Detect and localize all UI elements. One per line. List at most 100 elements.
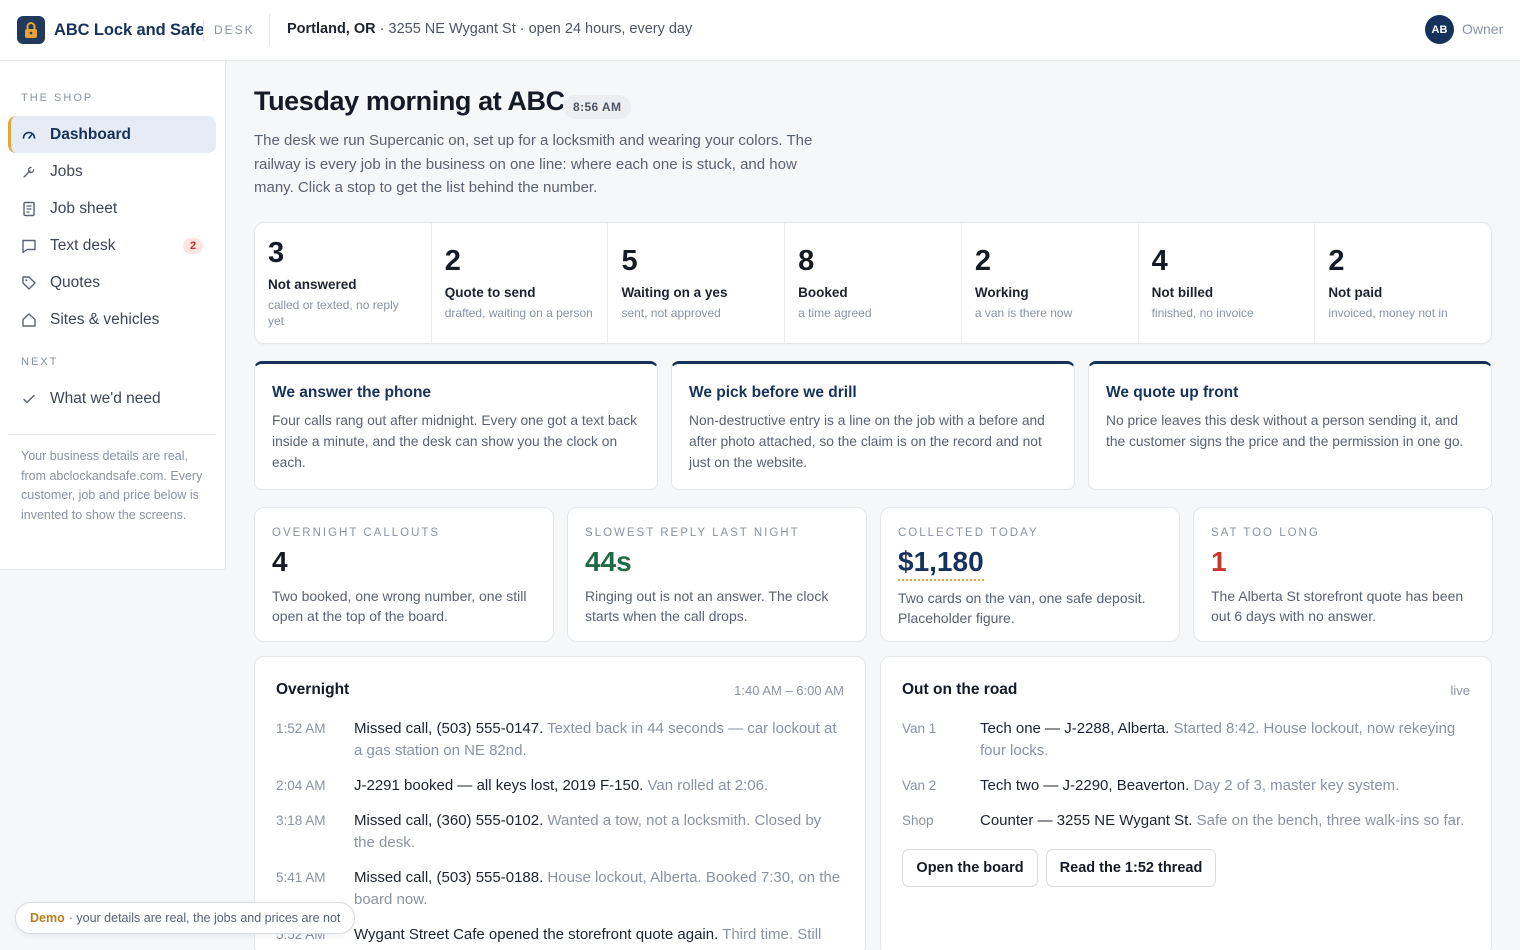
row-lead: Missed call, (503) 555-0147.	[354, 720, 544, 737]
railway-stop-waiting-on-a-yes[interactable]: 5 Waiting on a yes sent, not approved	[608, 223, 786, 343]
stop-label: Quote to send	[444, 285, 536, 300]
overnight-panel: Overnight 1:40 AM – 6:00 AM 1:52 AM Miss…	[254, 656, 866, 950]
sidebar-item-jobs[interactable]: Jobs	[8, 153, 216, 190]
stat-value: 4	[272, 546, 288, 577]
row-lead: J-2291 booked — all keys lost, 2019 F-15…	[354, 777, 644, 794]
promise-title: We quote up front	[1106, 384, 1239, 401]
lock-icon[interactable]	[17, 16, 45, 44]
stat-value: 44s	[585, 546, 632, 577]
sidebar-item-quotes[interactable]: Quotes	[8, 264, 216, 301]
stop-count: 3	[268, 237, 285, 269]
stat-desc: The Alberta St storefront quote has been…	[1211, 588, 1464, 624]
timeline-row[interactable]: 3:18 AM Missed call, (360) 555-0102. Wan…	[276, 810, 846, 854]
sidebar-item-label: Quotes	[50, 273, 100, 291]
gauge-icon	[21, 127, 37, 143]
time-badge: 8:56 AM	[563, 95, 632, 119]
road-panel: Out on the road live Van 1 Tech one — J-…	[880, 656, 1492, 950]
sidebar-item-text-desk[interactable]: Text desk 2	[8, 227, 216, 264]
promise-title: We answer the phone	[272, 384, 432, 401]
timeline-row[interactable]: 2:04 AM J-2291 booked — all keys lost, 2…	[276, 775, 846, 797]
sidebar-item-label: Sites & vehicles	[50, 310, 160, 328]
timeline-row[interactable]: 5:41 AM Missed call, (503) 555-0188. Hou…	[276, 867, 846, 911]
railway-stop-booked[interactable]: 8 Booked a time agreed	[785, 223, 962, 343]
railway-stop-not-paid[interactable]: 2 Not paid invoiced, money not in	[1315, 223, 1491, 343]
avatar[interactable]: AB	[1425, 15, 1454, 44]
brand-name[interactable]: ABC Lock and Safe	[54, 21, 205, 39]
location-line: Portland, OR · 3255 NE Wygant St · open …	[287, 21, 692, 37]
timeline-row[interactable]: 1:52 AM Missed call, (503) 555-0147. Tex…	[276, 718, 846, 762]
stop-sub: a time agreed	[798, 306, 872, 320]
open-board-button[interactable]: Open the board	[902, 849, 1038, 887]
row-time: 2:04 AM	[276, 778, 326, 793]
sidebar-item-label: Jobs	[50, 162, 83, 180]
row-detail: Texted back in 44 seconds — car lockout …	[354, 720, 837, 759]
divider	[203, 19, 204, 41]
railway-stop-not-billed[interactable]: 4 Not billed finished, no invoice	[1139, 223, 1316, 343]
stat-desc: Two booked, one wrong number, one still …	[272, 588, 527, 624]
row-detail: Safe on the bench, three walk-ins so far…	[1192, 812, 1465, 829]
sidebar: THE SHOP Dashboard Jobs Job sheet Text d…	[0, 61, 226, 570]
railway-stop-working[interactable]: 2 Working a van is there now	[962, 223, 1139, 343]
promise-body: Non-destructive entry is a line on the j…	[689, 413, 1045, 470]
promise-body: Four calls rang out after midnight. Ever…	[272, 413, 638, 470]
row-text: Missed call, (360) 555-0102. Wanted a to…	[354, 810, 846, 854]
timeline-row[interactable]: 5:52 AM Wygant Street Cafe opened the st…	[276, 924, 846, 946]
stat-card-slowest-reply[interactable]: SLOWEST REPLY LAST NIGHT 44s Ringing out…	[567, 507, 867, 642]
row-lead: Tech two — J-2290, Beaverton.	[980, 777, 1190, 794]
row-text: Missed call, (503) 555-0147. Texted back…	[354, 718, 846, 762]
read-thread-button[interactable]: Read the 1:52 thread	[1046, 849, 1216, 887]
stat-caption: COLLECTED TODAY	[898, 527, 1039, 539]
road-row[interactable]: Van 1 Tech one — J-2288, Alberta. Starte…	[902, 718, 1477, 762]
demo-banner: Demo · your details are real, the jobs a…	[15, 902, 356, 934]
row-detail: House lockout, Alberta. Booked 7:30, on …	[354, 869, 841, 908]
time-range: 1:40 AM – 6:00 AM	[734, 683, 844, 698]
stat-card-collected-today[interactable]: COLLECTED TODAY $1,180 Two cards on the …	[880, 507, 1180, 642]
row-detail: Day 2 of 3, master key system.	[1189, 777, 1400, 794]
desk-tag: DESK	[214, 23, 255, 37]
stat-caption: SAT TOO LONG	[1211, 527, 1320, 539]
promise-title: We pick before we drill	[689, 384, 857, 401]
row-lead: Wygant Street Cafe opened the storefront…	[354, 926, 719, 943]
row-text: J-2291 booked — all keys lost, 2019 F-15…	[354, 775, 768, 797]
sidebar-item-what-wed-need[interactable]: What we'd need	[8, 380, 216, 417]
divider	[269, 14, 270, 46]
promise-card: We pick before we drill Non-destructive …	[671, 361, 1075, 490]
road-row[interactable]: Shop Counter — 3255 NE Wygant St. Safe o…	[902, 810, 1477, 832]
demo-label: Demo	[30, 911, 65, 925]
stat-desc: Two cards on the van, one safe deposit. …	[898, 590, 1146, 626]
stop-label: Not paid	[1328, 285, 1383, 300]
road-row[interactable]: Van 2 Tech two — J-2290, Beaverton. Day …	[902, 775, 1477, 797]
stop-count: 5	[621, 245, 638, 277]
stop-label: Not answered	[268, 277, 357, 292]
stat-card-sat-too-long[interactable]: SAT TOO LONG 1 The Alberta St storefront…	[1193, 507, 1493, 642]
promise-body: No price leaves this desk without a pers…	[1106, 413, 1464, 449]
user-role[interactable]: Owner	[1462, 21, 1504, 37]
stop-count: 2	[974, 245, 992, 277]
railway-stop-quote-to-send[interactable]: 2 Quote to send drafted, waiting on a pe…	[432, 223, 609, 343]
row-unit: Van 1	[902, 721, 937, 736]
stat-desc: Ringing out is not an answer. The clock …	[585, 588, 829, 624]
promise-card: We answer the phone Four calls rang out …	[254, 361, 658, 490]
stop-label: Waiting on a yes	[621, 285, 728, 300]
railway-stop-not-answered[interactable]: 3 Not answered called or texted, no repl…	[255, 223, 432, 343]
unread-badge: 2	[183, 238, 203, 254]
message-icon	[21, 238, 37, 254]
panel-title: Overnight	[276, 681, 350, 698]
promise-card: We quote up front No price leaves this d…	[1088, 361, 1492, 490]
sidebar-item-label: What we'd need	[50, 389, 161, 407]
row-lead: Missed call, (360) 555-0102.	[354, 812, 544, 829]
demo-text: · your details are real, the jobs and pr…	[68, 911, 341, 925]
section-label-next: NEXT	[21, 356, 59, 368]
tag-icon	[21, 275, 37, 291]
sidebar-item-job-sheet[interactable]: Job sheet	[8, 190, 216, 227]
row-lead: Missed call, (503) 555-0188.	[354, 869, 544, 886]
stop-label: Working	[974, 285, 1029, 300]
stat-value: $1,180	[898, 545, 984, 581]
sidebar-item-sites-vehicles[interactable]: Sites & vehicles	[8, 301, 216, 338]
stat-value: 1	[1211, 546, 1227, 577]
panel-title: Out on the road	[902, 681, 1018, 698]
stat-card-overnight-callouts[interactable]: OVERNIGHT CALLOUTS 4 Two booked, one wro…	[254, 507, 554, 642]
wrench-icon	[21, 164, 37, 180]
city: Portland, OR	[287, 21, 376, 37]
sidebar-item-dashboard[interactable]: Dashboard	[8, 116, 216, 153]
